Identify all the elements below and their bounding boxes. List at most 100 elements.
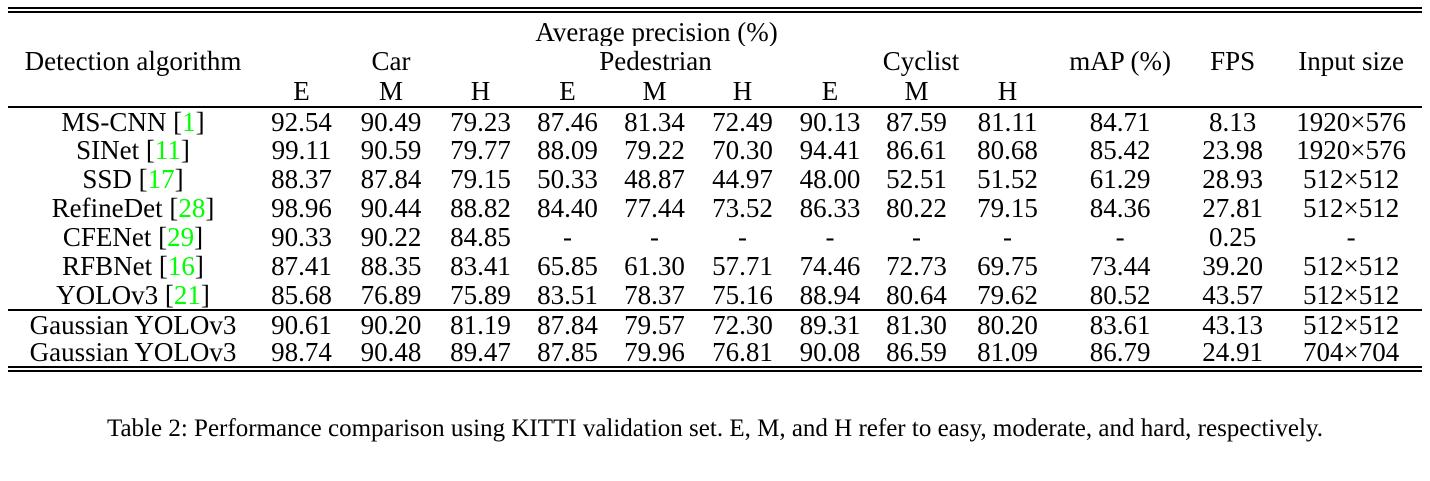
value-cell: 90.20 [360,310,422,339]
algorithm-name: MS-CNN [61,107,167,136]
value-cell: 79.57 [624,310,685,339]
value-cell: 74.46 [799,252,861,281]
value-cell: 70.30 [712,136,773,165]
value-cell: 98.74 [271,339,332,367]
value-cell: 90.13 [799,107,861,136]
baseline-rows: MS-CNN [1] 92.54 90.49 79.23 87.46 81.34… [8,107,1422,310]
subheader-cyclist-h: H [997,76,1018,106]
table-header: Average precision (%) Detection algorith… [8,10,1423,107]
citation-bracket: ] [174,165,184,194]
value-cell: 86.61 [886,136,947,165]
algorithm-cell: RefineDet [28] [8,194,258,223]
algorithm-name: RefineDet [51,194,163,223]
subheader-pedestrian-m: M [642,76,667,106]
citation-bracket: ] [195,107,205,136]
citation: [28] [169,194,214,223]
table-row: SINet [11] 99.11 90.59 79.77 88.09 79.22… [8,136,1422,165]
value-cell: 84.36 [1089,194,1151,223]
citation-bracket: [ [138,165,148,194]
value-cell: 57.71 [712,252,773,281]
value-cell: 79.77 [450,136,511,165]
table-row: MS-CNN [1] 92.54 90.49 79.23 87.46 81.34… [8,107,1422,136]
value-cell: 52.51 [886,165,947,194]
table-row: Gaussian YOLOv3 [] 98.74 90.48 89.47 87.… [8,339,1422,369]
algorithm-name: Gaussian YOLOv3 [29,339,237,367]
value-cell: 79.62 [977,281,1038,310]
table-row: CFENet [29] 90.33 90.22 84.85 - - - - - … [8,223,1422,252]
value-cell: 512×512 [1302,194,1400,223]
citation: [11] [146,136,190,165]
citation-bracket: [ [169,194,179,223]
value-cell: 85.42 [1089,136,1151,165]
value-cell: 61.29 [1089,165,1151,194]
table-row: RFBNet [16] 87.41 88.35 83.41 65.85 61.3… [8,252,1422,281]
value-cell: 86.79 [1089,339,1151,367]
citation: [17] [139,165,184,194]
value-cell: 90.48 [360,339,422,367]
table-row: YOLOv3 [21] 85.68 76.89 75.89 83.51 78.3… [8,281,1422,310]
table-row: Gaussian YOLOv3 [] 90.61 90.20 81.19 87.… [8,310,1422,339]
value-cell: 39.20 [1202,252,1263,281]
value-cell: 87.41 [271,252,332,281]
value-cell: 512×512 [1302,310,1400,339]
header-car: Car [371,46,411,76]
value-cell: - [1115,223,1125,252]
header-pedestrian: Pedestrian [599,46,712,76]
value-cell: 23.98 [1202,136,1263,165]
value-cell: 24.91 [1202,339,1263,367]
subheader-pedestrian-h: H [732,76,753,106]
value-cell: 88.09 [537,136,598,165]
value-cell: 72.73 [886,252,947,281]
value-cell: 90.33 [271,223,332,252]
citation-bracket: ] [205,194,215,223]
citation-bracket: [ [145,136,155,165]
citation-bracket: ] [200,281,210,310]
value-cell: 86.33 [799,194,861,223]
header-input-size: Input size [1298,46,1404,76]
value-cell: 88.35 [360,252,422,281]
value-cell: 92.54 [271,107,332,136]
value-cell: 90.08 [799,339,861,367]
value-cell: 87.84 [360,165,422,194]
value-cell: - [912,223,921,252]
value-cell: 72.30 [712,310,773,339]
value-cell: 512×512 [1302,252,1400,281]
subheader-row: E M H E M H E M H [8,76,1422,107]
value-cell: 81.34 [624,107,685,136]
value-cell: 704×704 [1302,339,1400,367]
proposed-rows: Gaussian YOLOv3 [] 90.61 90.20 81.19 87.… [8,310,1423,369]
algorithm-cell: SSD [17] [8,165,258,194]
value-cell: 72.49 [712,107,773,136]
value-cell: 51.52 [977,165,1038,194]
algorithm-name: SSD [82,165,132,194]
performance-table: Average precision (%) Detection algorith… [8,7,1423,372]
citation-number: 11 [154,136,181,165]
value-cell: 80.68 [977,136,1038,165]
citation-number: 28 [178,194,206,223]
value-cell: 81.09 [977,339,1038,367]
algorithm-cell: Gaussian YOLOv3 [] [8,339,258,369]
value-cell: 43.57 [1202,281,1263,310]
value-cell: 75.16 [712,281,773,310]
value-cell: 87.84 [537,310,598,339]
value-cell: 75.89 [450,281,511,310]
subheader-cyclist-m: M [904,76,929,106]
value-cell: 89.31 [799,310,861,339]
value-cell: - [1003,223,1013,252]
value-cell: 87.59 [886,107,947,136]
value-cell: 90.61 [271,310,332,339]
value-cell: 1920×576 [1296,136,1406,165]
value-cell: 81.19 [450,310,511,339]
value-cell: 80.64 [886,281,947,310]
algorithm-cell: CFENet [29] [8,223,258,252]
value-cell: 61.30 [624,252,685,281]
value-cell: 87.46 [537,107,598,136]
value-cell: 78.37 [624,281,685,310]
value-cell: 85.68 [271,281,332,310]
value-cell: 84.71 [1089,107,1151,136]
citation: [29] [158,223,203,252]
value-cell: 28.93 [1202,165,1263,194]
citation-bracket: ] [180,136,190,165]
value-cell: 27.81 [1202,194,1263,223]
algorithm-name: CFENet [62,223,152,252]
